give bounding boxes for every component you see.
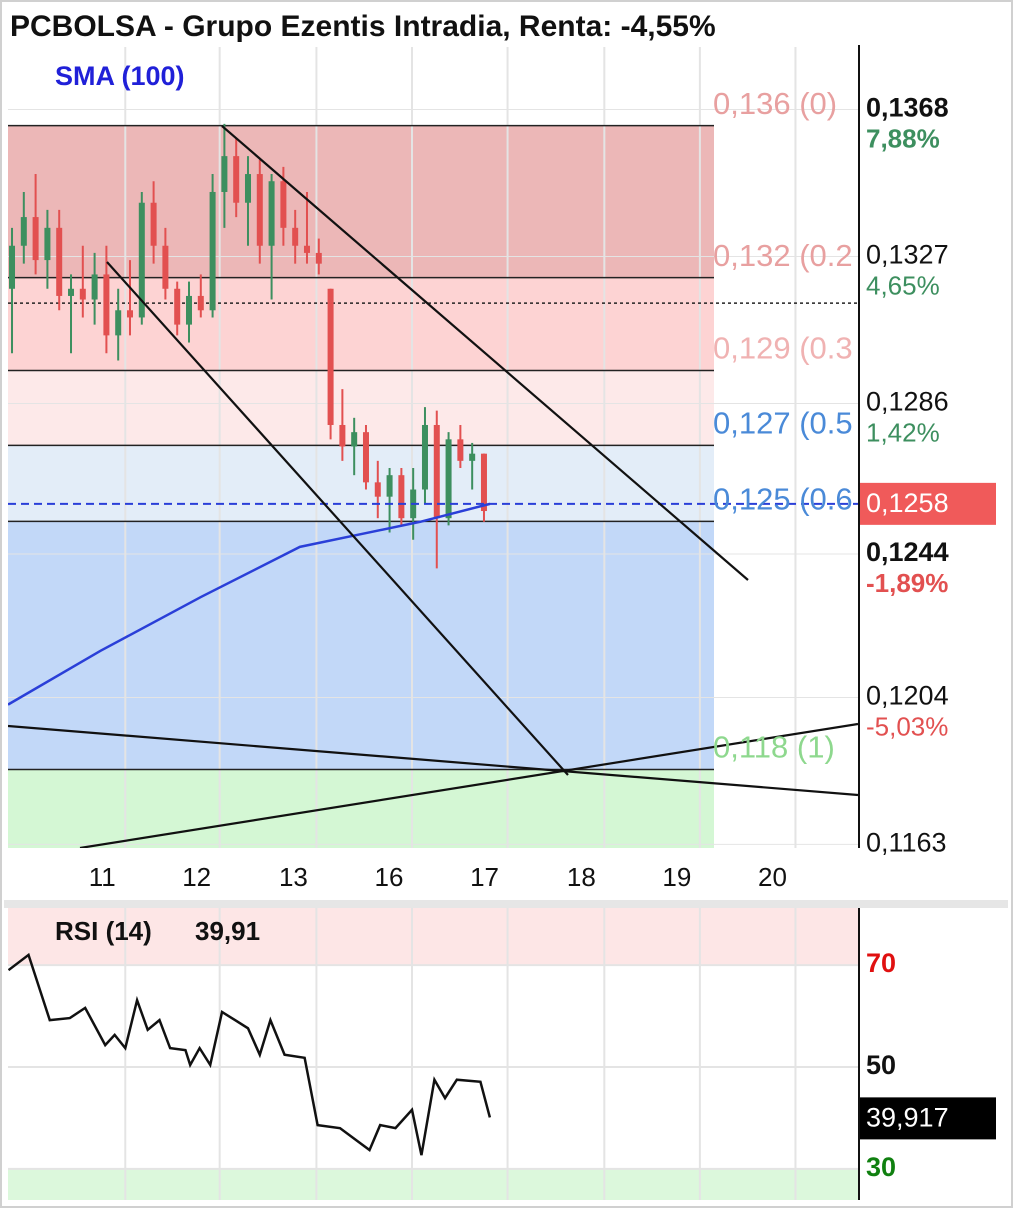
fib-label: 0,118 (1) [713,730,835,765]
candle-body [209,191,216,311]
candle-body [268,181,275,246]
candle-body [185,295,192,325]
candle-body [150,202,157,246]
chart-title: PCBOLSA - Grupo Ezentis Intradia, Renta:… [10,10,716,43]
candle-body [362,432,369,483]
x-axis-strip [4,848,1008,900]
candle-body [20,217,27,246]
candle-body [221,156,228,192]
y-tick-label: 0,1163 [866,828,947,858]
candle-body [9,245,16,289]
fib-label: 0,129 (0.3 [713,331,853,366]
candle-body [457,439,464,461]
x-tick-label: 12 [182,862,211,892]
y-tick-label: 0,1286 [866,387,949,417]
candle-body [292,227,299,246]
trend-lines [8,125,858,848]
candle-body [138,202,145,318]
y-tick-label: 70 [866,948,896,978]
candle-body [339,424,346,447]
rsi-line [8,952,492,1156]
fib-label: 0,127 (0.5 [713,406,853,441]
candle-body [197,295,204,311]
fib-band [8,769,714,848]
candle-body [469,453,476,461]
candle-body [174,288,181,325]
candle-body [445,439,452,519]
x-tick-label: 17 [470,862,499,892]
y-tick-label: 0,1327 [866,240,949,270]
fib-band [8,125,714,278]
fib-band [8,521,714,770]
candle-body [103,274,110,336]
x-tick-label: 11 [89,862,116,892]
candle-body [32,217,39,261]
candle-body [315,252,322,264]
candle-body [115,310,122,336]
candle-body [351,432,358,447]
rsi-panel [8,908,858,1200]
candle-body [233,156,240,203]
candle-body [374,482,381,497]
fib-labels: 0,136 (0) 0,132 (0.2 0,129 (0.3 0,127 (0.5 0… [713,86,853,765]
x-tick-label: 13 [279,862,308,892]
panel-separator [4,900,1008,908]
y-tick-change: 1,42% [866,417,940,447]
candle-body [162,245,169,289]
y-tick-change: -5,03% [866,711,948,741]
candle-body [421,424,428,490]
candle-body [79,288,86,300]
candle-body [244,174,251,203]
candle-body [480,453,487,512]
candle-body [256,174,263,246]
y-tick-change: 7,88% [866,123,940,153]
trend-line [106,261,569,776]
price-panel [8,45,858,848]
candle-body [68,288,75,296]
x-tick-label: 18 [567,862,596,892]
x-tick-label: 20 [758,862,787,892]
rsi-last-tag [860,1097,996,1140]
indicator-label: SMA (100) [55,61,185,91]
trend-line [8,724,858,797]
candle-body [127,310,134,318]
x-tick-label: 19 [662,862,691,892]
candle-body [91,274,98,300]
candle-body [433,424,440,519]
title-bar [4,5,859,47]
oversold-band [8,1168,858,1200]
last-price-tag [860,482,996,525]
candle-body [327,288,334,425]
trend-line [221,125,749,581]
rsi-value: 39,91 [195,916,260,946]
y-tick-label: 0,1204 [866,681,949,711]
y-tick-change: -1,89% [866,568,948,598]
candle-body [44,227,51,261]
candle-body [398,475,405,519]
candle-body [56,227,63,296]
fib-label: 0,125 (0.6 [713,482,853,517]
fib-band [8,445,714,522]
trend-line [79,722,858,848]
overbought-band [8,908,858,966]
sma-line [8,502,491,706]
y-tick-label: 0,1244 [866,537,949,567]
y-tick-label: 0,1368 [866,93,949,123]
y-tick-label: 50 [866,1050,896,1080]
rsi-label: RSI (14) [55,916,152,946]
y-tick-change: 4,65% [866,270,940,300]
fib-band [8,277,714,371]
candle-body [386,475,393,497]
fib-label: 0,136 (0) [713,86,837,121]
candle-body [280,181,287,228]
y-tick-label: 30 [866,1152,896,1182]
fib-label: 0,132 (0.2 [713,238,853,273]
x-tick-label: 16 [375,862,404,892]
fib-band [8,370,714,446]
rsi-last-label: 39,917 [866,1103,949,1133]
last-price-label: 0,1258 [866,488,949,518]
candle-body [303,245,310,253]
